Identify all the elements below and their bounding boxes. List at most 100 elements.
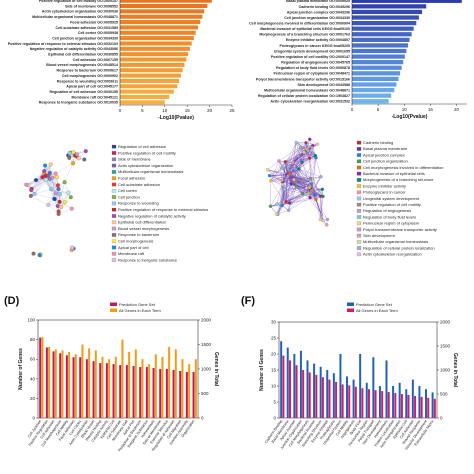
- bar: [120, 62, 185, 67]
- legend-label: Regulation of cell adhesion: [118, 144, 166, 149]
- network-node: [319, 212, 323, 216]
- bar-all-genes: [101, 356, 104, 418]
- category-label: Multicellular organismal homeostasis GO:…: [264, 88, 350, 92]
- category-label: Cell morphogenesis GO:0000902: [62, 74, 118, 78]
- legend-swatch: [111, 188, 117, 193]
- legend-label: Basal plasma membrane: [363, 146, 408, 151]
- edge: [55, 163, 74, 174]
- bar-prediction: [165, 369, 168, 418]
- panel-label: (F): [241, 295, 255, 307]
- y-tick-label: 30: [271, 320, 277, 325]
- bar: [120, 46, 190, 51]
- network-node: [325, 217, 329, 222]
- bar-all-genes: [134, 349, 137, 418]
- network-node: [296, 147, 300, 152]
- category-label: Cell junction organization GO:0034330: [284, 16, 350, 20]
- category-label: Apical junction complex GO:0043296: [287, 10, 350, 14]
- bar-all-genes: [368, 389, 370, 418]
- network-node: [308, 156, 312, 160]
- edge: [287, 175, 303, 194]
- x-tick-label: 15: [185, 108, 191, 113]
- network-node: [291, 161, 295, 165]
- edge: [282, 162, 303, 169]
- bar-all-genes: [420, 396, 423, 418]
- edge: [30, 195, 49, 206]
- edge: [58, 208, 72, 215]
- edge: [45, 165, 56, 174]
- legend-swatch: [111, 233, 117, 237]
- network-node: [280, 178, 284, 182]
- x-tick-label: 25: [229, 108, 235, 113]
- edge: [282, 180, 307, 189]
- edge: [291, 178, 311, 184]
- x-tick-label: 0: [351, 107, 354, 112]
- legend-swatch: [356, 171, 362, 176]
- network-node: [284, 200, 288, 204]
- legend-swatch: [356, 140, 362, 145]
- edge: [285, 193, 306, 202]
- category-label: Cell junction organization GO:0034330: [52, 36, 118, 40]
- bar: [120, 94, 170, 100]
- legend-swatch: [111, 144, 117, 149]
- category-label: Multicellular organismal homeostasis GO:…: [32, 15, 118, 19]
- network-node: [310, 145, 314, 150]
- legend-label: Negative regulation of catalytic activit…: [118, 213, 186, 218]
- edge: [270, 184, 283, 207]
- bar-prediction: [398, 382, 401, 418]
- bar-prediction: [425, 389, 427, 418]
- category-label: Cadherin binding GO:0045296: [299, 5, 350, 9]
- legend-swatch: [111, 214, 117, 218]
- legend-swatch: [356, 184, 362, 188]
- bar-all-genes: [308, 372, 311, 418]
- edge: [289, 173, 303, 194]
- bar-prediction: [280, 341, 283, 418]
- category-label: Negative regulation of catalytic activit…: [30, 47, 118, 51]
- edge: [313, 181, 321, 197]
- edge: [277, 189, 285, 215]
- category-label: Cell-substrate adhesion GO:0031589: [55, 26, 118, 30]
- network-node: [71, 150, 76, 155]
- network-node: [294, 179, 298, 184]
- legend-label: Cadherin binding: [363, 140, 393, 145]
- edge: [310, 157, 317, 179]
- edge: [270, 180, 283, 185]
- network-node: [325, 223, 329, 227]
- network-node: [286, 174, 290, 178]
- category-label: Regulation of angiogenesis GO:0045765: [281, 61, 350, 65]
- y2-tick-label: 2000: [440, 320, 451, 325]
- legend-swatch: [356, 227, 362, 232]
- bar-prediction: [185, 371, 188, 418]
- bar-prediction: [112, 364, 115, 418]
- legend-swatch: [111, 151, 117, 155]
- network-node: [52, 196, 57, 201]
- bar: [120, 14, 203, 19]
- network-node: [70, 245, 75, 250]
- bar-all-genes: [328, 379, 331, 418]
- network-node: [66, 190, 71, 195]
- network-node: [308, 137, 312, 141]
- network-node: [49, 187, 54, 192]
- legend-label: Membrane raft: [118, 251, 145, 256]
- legend-swatch: [111, 245, 117, 250]
- edge: [270, 205, 283, 207]
- edge: [292, 163, 311, 179]
- network-node: [307, 186, 311, 190]
- y-axis-label: Number of Genes: [18, 348, 24, 390]
- category-label: Polyol transmembrane transporter activit…: [256, 77, 350, 81]
- edge: [300, 144, 318, 148]
- edge: [52, 177, 55, 199]
- network-node: [296, 154, 301, 158]
- bar-all-genes: [302, 370, 305, 418]
- panel-b-bar-chart: Basal plasma membrane GO:0009925 Cadherin…: [249, 0, 467, 120]
- category-label: Membrane raft GO:0045121: [71, 95, 118, 99]
- bar-prediction: [313, 363, 316, 418]
- bar: [352, 9, 423, 15]
- bar-prediction: [152, 368, 155, 418]
- edge: [305, 194, 322, 215]
- bar-prediction: [319, 366, 322, 418]
- bar-prediction: [59, 353, 62, 418]
- bar-prediction: [392, 386, 395, 418]
- panel-label: (D): [4, 295, 20, 307]
- network-node: [57, 191, 62, 196]
